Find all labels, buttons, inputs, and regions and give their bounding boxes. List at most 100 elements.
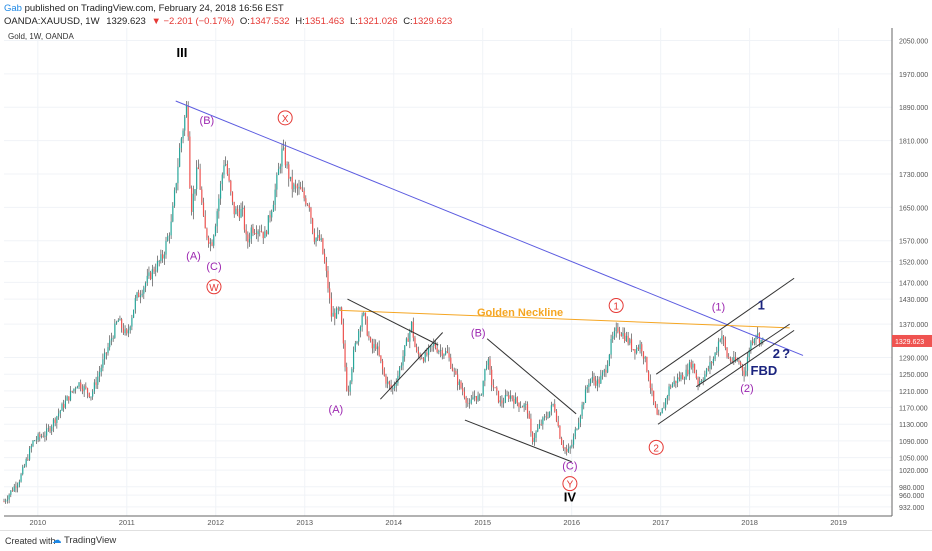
candle-body [499, 400, 501, 403]
candle [286, 161, 288, 169]
y-tick-label: 1810.000 [899, 139, 928, 146]
tradingview-logo[interactable]: ☁ TradingView [52, 535, 116, 546]
candle [68, 396, 70, 404]
wave-text: 1 [613, 302, 619, 313]
candle-body [308, 204, 310, 208]
candle-body [651, 388, 653, 391]
candle [463, 387, 466, 400]
candle-body [97, 376, 99, 385]
candle-body [214, 226, 217, 236]
candle [22, 464, 24, 476]
candle-body [127, 330, 130, 334]
candle [3, 498, 5, 503]
candle-body [438, 350, 440, 353]
y-tick-label: 1570.000 [899, 239, 928, 246]
candle-body [189, 136, 191, 189]
candle-body [448, 352, 450, 358]
candle [617, 323, 619, 334]
candle-body [436, 348, 438, 353]
wave-label: FBD [751, 363, 778, 378]
candle [342, 318, 344, 349]
candle-body [397, 375, 399, 384]
candle [373, 338, 375, 353]
candle [201, 186, 203, 206]
wave-text: IV [564, 489, 577, 504]
candle [521, 405, 523, 408]
author-link[interactable]: Gab [4, 3, 22, 14]
candle [503, 397, 505, 408]
candle [216, 208, 218, 234]
candle-body [520, 406, 522, 408]
candle-body [685, 369, 687, 380]
candle [271, 209, 273, 222]
candle-body [719, 339, 721, 342]
candle-body [721, 336, 723, 340]
candle-body [158, 260, 160, 262]
candle-body [306, 204, 309, 206]
candle [330, 292, 333, 322]
candle-body [248, 238, 251, 243]
candle-body [550, 405, 552, 412]
candle-body [305, 198, 307, 205]
candle [127, 324, 130, 338]
candle [492, 379, 495, 391]
candle [185, 101, 188, 118]
candle-body [146, 275, 148, 284]
y-tick-label: 1890.000 [899, 105, 928, 112]
candle [446, 345, 448, 354]
candle-body [554, 404, 556, 412]
wave-label: (B) [471, 328, 486, 340]
candle-body [729, 358, 732, 361]
candle-body [670, 386, 672, 388]
candle-body [596, 379, 599, 386]
candle-body [402, 356, 404, 366]
candle-body [85, 386, 87, 389]
wave-label: IV [564, 489, 577, 504]
channel-upper [655, 277, 795, 375]
candle [86, 387, 89, 399]
candle-body [622, 333, 624, 337]
candle-body [383, 369, 385, 376]
candle [347, 385, 350, 396]
price-chart[interactable]: 2050.000 1970.000 1890.000 1810.000 1730.000… [0, 0, 932, 530]
candle-body [313, 232, 315, 242]
candle [504, 389, 506, 404]
candle-body [552, 404, 554, 406]
candle [393, 381, 396, 392]
candle [122, 323, 124, 336]
candle [535, 430, 537, 443]
candle [6, 495, 9, 504]
x-tick-label: 2012 [207, 518, 224, 527]
y-tick-label: 980.000 [899, 485, 924, 492]
candle [472, 391, 474, 400]
channel-middle [657, 329, 795, 425]
candle [670, 384, 672, 390]
last-price: 1329.623 [106, 16, 146, 27]
candle-body [509, 395, 512, 399]
candle-body [666, 396, 668, 399]
candle-body [451, 368, 454, 371]
candle [98, 366, 101, 383]
candle-body [690, 362, 692, 368]
wave-circle [608, 298, 624, 314]
candle [88, 392, 90, 399]
candle [364, 312, 367, 325]
candle-body [407, 338, 409, 342]
candle [653, 390, 655, 406]
candle [542, 416, 544, 430]
candle [680, 372, 682, 382]
candle-body [665, 398, 667, 408]
wedge-2013-lower [380, 332, 444, 400]
candle [380, 355, 382, 364]
golden-neckline [340, 309, 790, 329]
candle-body [704, 374, 706, 381]
candle-body [637, 347, 639, 350]
candle-body [417, 351, 419, 355]
candle-body [90, 396, 92, 398]
candle [349, 380, 351, 396]
candle [378, 340, 380, 357]
wave-text: 1 [758, 298, 765, 313]
candle-body [443, 354, 445, 356]
candle-body [757, 333, 759, 336]
candle [78, 381, 80, 390]
